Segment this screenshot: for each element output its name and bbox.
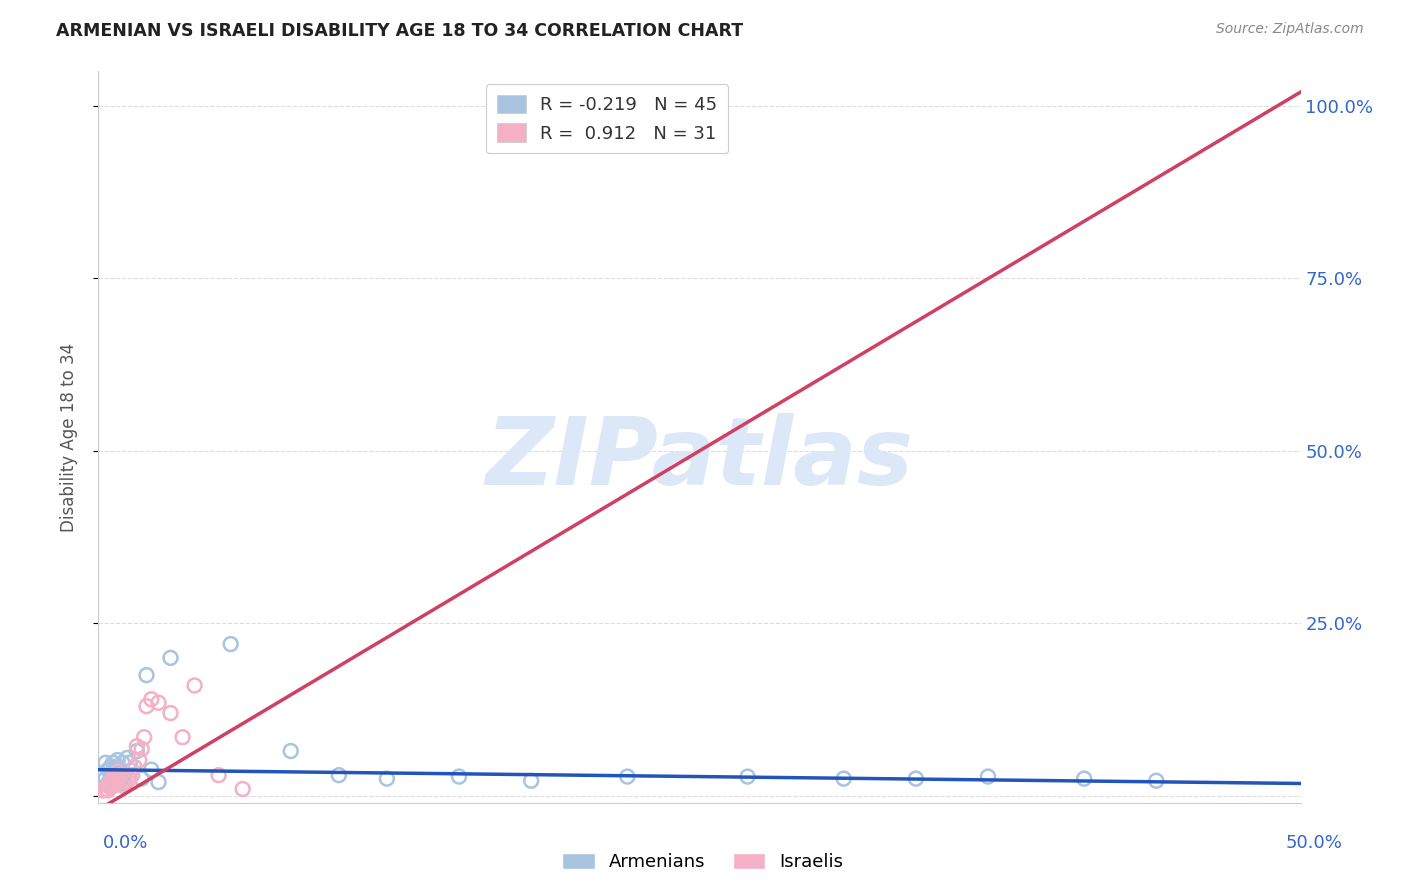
- Point: [124, 760, 146, 774]
- Point: [108, 763, 131, 777]
- Point: [101, 756, 124, 770]
- Point: [131, 742, 153, 756]
- Point: [100, 780, 122, 795]
- Point: [280, 744, 302, 758]
- Point: [101, 772, 124, 786]
- Point: [328, 768, 350, 782]
- Text: 50.0%: 50.0%: [1286, 834, 1343, 852]
- Point: [114, 775, 136, 789]
- Point: [94, 782, 117, 797]
- Point: [97, 783, 120, 797]
- Point: [148, 775, 170, 789]
- Point: [100, 779, 122, 793]
- Point: [91, 768, 114, 782]
- Point: [148, 696, 170, 710]
- Point: [125, 739, 148, 754]
- Point: [100, 775, 122, 789]
- Legend: R = -0.219   N = 45, R =  0.912   N = 31: R = -0.219 N = 45, R = 0.912 N = 31: [486, 84, 728, 153]
- Point: [135, 699, 157, 714]
- Point: [97, 779, 120, 793]
- Point: [107, 773, 129, 788]
- Point: [111, 772, 134, 786]
- Point: [1073, 772, 1095, 786]
- Point: [159, 706, 181, 720]
- Point: [101, 766, 124, 780]
- Point: [107, 776, 129, 790]
- Point: [107, 768, 129, 782]
- Point: [104, 760, 127, 774]
- Y-axis label: Disability Age 18 to 34: Disability Age 18 to 34: [59, 343, 77, 532]
- Point: [104, 770, 127, 784]
- Point: [111, 756, 134, 770]
- Point: [107, 753, 129, 767]
- Text: ZIPatlas: ZIPatlas: [485, 413, 914, 505]
- Point: [183, 678, 205, 692]
- Text: ARMENIAN VS ISRAELI DISABILITY AGE 18 TO 34 CORRELATION CHART: ARMENIAN VS ISRAELI DISABILITY AGE 18 TO…: [56, 22, 744, 40]
- Point: [114, 776, 136, 790]
- Point: [135, 668, 157, 682]
- Point: [100, 760, 122, 774]
- Point: [107, 764, 129, 779]
- Point: [159, 651, 181, 665]
- Point: [447, 770, 470, 784]
- Point: [117, 773, 139, 788]
- Point: [172, 731, 194, 745]
- Point: [232, 782, 254, 797]
- Point: [111, 779, 134, 793]
- Point: [100, 772, 122, 786]
- Point: [737, 770, 759, 784]
- Text: Source: ZipAtlas.com: Source: ZipAtlas.com: [1216, 22, 1364, 37]
- Point: [141, 692, 163, 706]
- Point: [97, 763, 120, 777]
- Point: [1144, 773, 1167, 788]
- Point: [977, 770, 1000, 784]
- Point: [104, 763, 127, 777]
- Point: [121, 768, 143, 782]
- Point: [91, 783, 114, 797]
- Point: [101, 779, 124, 793]
- Point: [125, 744, 148, 758]
- Point: [108, 768, 131, 782]
- Point: [94, 772, 117, 786]
- Point: [132, 731, 155, 745]
- Point: [128, 753, 150, 767]
- Point: [904, 772, 927, 786]
- Legend: Armenians, Israelis: Armenians, Israelis: [555, 846, 851, 879]
- Point: [97, 776, 120, 790]
- Point: [104, 772, 127, 786]
- Point: [832, 772, 855, 786]
- Point: [94, 756, 117, 770]
- Point: [121, 768, 143, 782]
- Text: 0.0%: 0.0%: [103, 834, 148, 852]
- Point: [118, 772, 141, 786]
- Point: [520, 773, 543, 788]
- Point: [375, 772, 398, 786]
- Point: [117, 751, 139, 765]
- Point: [101, 775, 124, 789]
- Point: [131, 772, 153, 786]
- Point: [141, 763, 163, 777]
- Point: [104, 776, 127, 790]
- Point: [219, 637, 242, 651]
- Point: [114, 767, 136, 781]
- Point: [208, 768, 231, 782]
- Point: [118, 756, 141, 770]
- Point: [108, 775, 131, 789]
- Point: [616, 770, 638, 784]
